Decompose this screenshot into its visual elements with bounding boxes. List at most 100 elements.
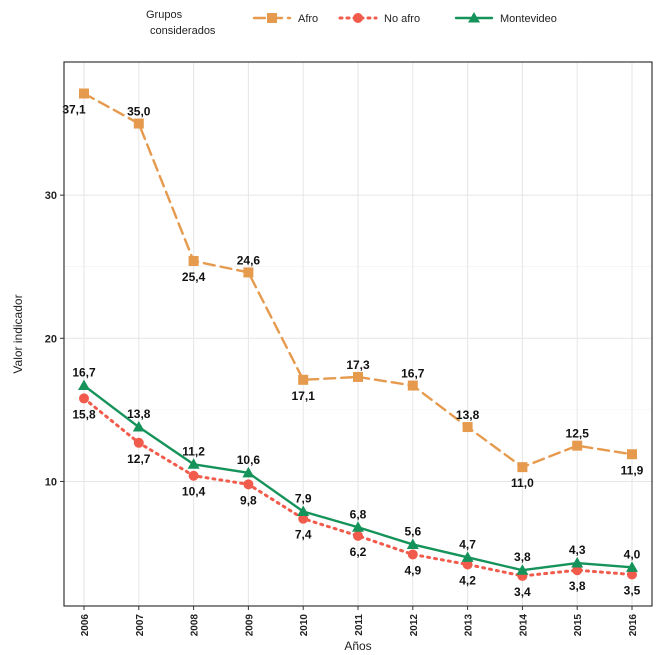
y-axis: 10 20 30 bbox=[45, 190, 64, 488]
data-label: 4,7 bbox=[459, 537, 476, 551]
point-marker-triangle bbox=[516, 564, 529, 575]
x-tick-label: 2007 bbox=[135, 614, 146, 637]
y-tick-label: 20 bbox=[45, 333, 57, 345]
x-axis-title: Años bbox=[344, 639, 371, 653]
point-marker-triangle bbox=[461, 551, 474, 562]
data-label: 16,7 bbox=[72, 366, 96, 380]
x-tick-label: 2011 bbox=[354, 614, 365, 636]
data-label: 4,0 bbox=[624, 547, 641, 561]
series-layer bbox=[78, 88, 638, 581]
point-marker-square bbox=[267, 13, 277, 23]
x-tick-label: 2014 bbox=[518, 614, 529, 637]
data-label: 11,9 bbox=[621, 463, 644, 477]
legend-label: No afro bbox=[384, 13, 420, 25]
point-marker-square bbox=[462, 422, 473, 433]
point-marker-circle bbox=[133, 437, 144, 448]
x-tick-label: 2012 bbox=[409, 614, 420, 637]
legend-key-no-afro: No afro bbox=[338, 13, 420, 25]
x-axis: 2006 2007 2008 2009 2010 2011 2012 2013 2014 2015… bbox=[80, 606, 639, 636]
data-label: 3,4 bbox=[514, 585, 531, 599]
point-marker-square bbox=[133, 118, 144, 129]
data-label: 15,8 bbox=[72, 407, 96, 421]
data-label: 4,3 bbox=[569, 543, 586, 557]
x-tick-label: 2009 bbox=[244, 614, 255, 637]
data-label: 13,8 bbox=[127, 407, 151, 421]
data-label: 7,4 bbox=[295, 528, 312, 542]
data-label: 16,7 bbox=[401, 367, 425, 381]
x-tick-label: 2010 bbox=[299, 614, 310, 637]
point-marker-triangle bbox=[242, 466, 255, 478]
data-label: 10,6 bbox=[237, 453, 261, 467]
data-label: 3,8 bbox=[569, 579, 586, 593]
point-marker-square bbox=[517, 462, 528, 473]
legend-label: Montevideo bbox=[500, 13, 557, 25]
data-label: 24,6 bbox=[237, 253, 261, 267]
legend: Grupos considerados Afro No afro Montevide… bbox=[146, 9, 557, 37]
data-label: 25,4 bbox=[182, 270, 206, 284]
point-marker-circle bbox=[407, 549, 418, 560]
legend-label: Afro bbox=[298, 13, 318, 25]
point-marker-triangle bbox=[187, 458, 200, 469]
point-marker-triangle bbox=[78, 379, 90, 391]
data-label: 17,3 bbox=[346, 358, 370, 372]
data-label: 12,5 bbox=[566, 427, 590, 441]
data-label: 9,8 bbox=[240, 493, 257, 507]
x-tick-label: 2008 bbox=[190, 614, 201, 637]
data-label: 3,5 bbox=[624, 584, 641, 598]
point-marker-square bbox=[188, 255, 199, 266]
point-marker-triangle bbox=[352, 521, 364, 532]
point-marker-square bbox=[79, 88, 89, 99]
point-marker-circle bbox=[353, 13, 363, 23]
data-label: 7,9 bbox=[295, 492, 312, 506]
point-marker-square bbox=[243, 267, 254, 278]
x-tick-label: 2015 bbox=[573, 614, 584, 637]
point-marker-triangle bbox=[468, 12, 480, 23]
grid bbox=[64, 62, 652, 606]
point-marker-circle bbox=[298, 513, 309, 524]
data-label: 37,1 bbox=[62, 102, 86, 116]
y-tick-label: 10 bbox=[45, 476, 57, 488]
point-marker-square bbox=[407, 380, 418, 391]
point-marker-circle bbox=[243, 479, 254, 490]
point-marker-square bbox=[353, 371, 363, 382]
point-marker-circle bbox=[353, 530, 363, 541]
data-label: 6,2 bbox=[350, 545, 367, 559]
legend-title-line-2: considerados bbox=[150, 25, 216, 37]
point-marker-circle bbox=[572, 565, 583, 576]
point-marker-circle bbox=[462, 559, 473, 570]
data-label: 4,2 bbox=[459, 573, 476, 587]
data-label: 6,8 bbox=[350, 507, 367, 521]
point-marker-triangle bbox=[132, 421, 145, 432]
point-marker-triangle bbox=[297, 505, 310, 517]
data-label: 5,6 bbox=[404, 524, 421, 538]
x-tick-label: 2016 bbox=[628, 614, 639, 637]
point-marker-circle bbox=[188, 470, 199, 481]
data-label: 4,9 bbox=[404, 563, 421, 577]
data-label: 12,7 bbox=[127, 452, 151, 466]
point-marker-triangle bbox=[626, 561, 638, 572]
data-label: 35,0 bbox=[127, 105, 151, 119]
data-label: 13,8 bbox=[456, 408, 480, 422]
point-marker-triangle bbox=[571, 557, 584, 568]
legend-key-montevideo: Montevideo bbox=[454, 12, 557, 25]
point-marker-square bbox=[298, 374, 309, 385]
data-label: 10,4 bbox=[182, 485, 206, 499]
data-label: 17,1 bbox=[292, 389, 316, 403]
data-labels: 37,1 35,0 25,4 24,6 17,1 17,3 16,7 13,8 11,0 12,5… bbox=[62, 102, 643, 598]
y-axis-title: Valor indicador bbox=[11, 294, 25, 373]
series-afro bbox=[79, 88, 637, 473]
y-tick-label: 30 bbox=[45, 190, 57, 202]
series-montevideo bbox=[78, 379, 638, 575]
point-marker-square bbox=[627, 449, 637, 460]
point-marker-circle bbox=[79, 393, 89, 404]
legend-key-afro: Afro bbox=[252, 13, 318, 25]
data-label: 11,2 bbox=[182, 444, 205, 458]
data-label: 11,0 bbox=[511, 476, 534, 490]
x-tick-label: 2013 bbox=[464, 614, 475, 637]
series-line bbox=[82, 396, 634, 578]
point-marker-triangle bbox=[406, 538, 419, 549]
legend-title-line-1: Grupos bbox=[146, 9, 183, 21]
x-tick-label: 2006 bbox=[80, 614, 91, 637]
data-label: 3,8 bbox=[514, 550, 531, 564]
